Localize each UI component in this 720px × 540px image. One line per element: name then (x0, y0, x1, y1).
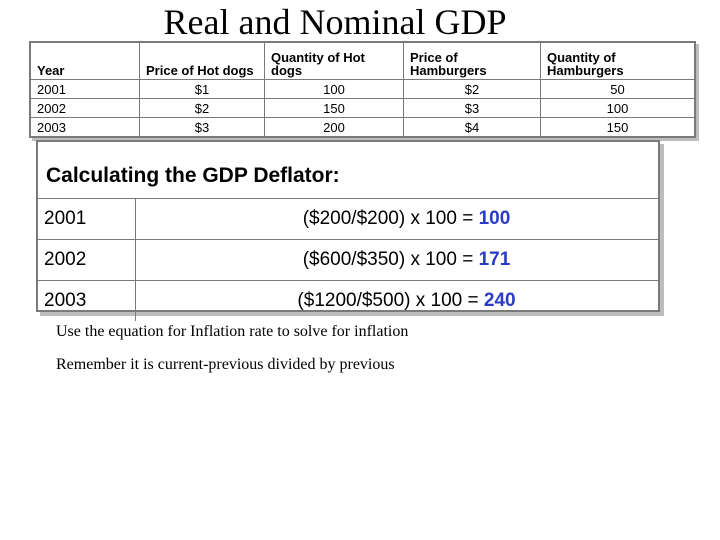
table-header-row: Year Price of Hot dogs Quantity of Hot d… (29, 41, 696, 80)
instruction-note: Remember it is current-previous divided … (56, 356, 395, 373)
deflator-year: 2002 (38, 239, 136, 281)
deflator-year: 2003 (38, 280, 136, 321)
deflator-equation-cell: ($600/$350) x 100 = 171 (135, 239, 658, 281)
column-header: Price of Hot dogs (139, 41, 265, 80)
table-cell: 150 (540, 117, 696, 138)
instruction-note: Use the equation for Inflation rate to s… (56, 323, 409, 340)
table-cell: $4 (403, 117, 541, 138)
table-cell: 2001 (29, 79, 140, 99)
deflator-equation: ($600/$350) x 100 = (302, 249, 474, 270)
column-header: Quantity of Hamburgers (540, 41, 696, 80)
gdp-deflator-box: Calculating the GDP Deflator: 2001 ($200… (36, 140, 660, 321)
table-cell: 100 (540, 98, 696, 118)
deflator-title: Calculating the GDP Deflator: (46, 164, 340, 187)
table-cell: 50 (540, 79, 696, 99)
table-cell: $1 (139, 79, 265, 99)
table-cell: 2003 (29, 117, 140, 138)
table-row: 2001 $1 100 $2 50 (29, 79, 696, 99)
deflator-result: 100 (478, 208, 511, 229)
deflator-equation-cell: ($1200/$500) x 100 = 240 (135, 280, 658, 321)
deflator-table: 2001 ($200/$200) x 100 = 100 2002 ($600/… (38, 198, 658, 321)
table-cell: $3 (139, 117, 265, 138)
deflator-row: 2002 ($600/$350) x 100 = 171 (38, 239, 658, 281)
table-row: 2003 $3 200 $4 150 (29, 117, 696, 138)
table-cell: 200 (264, 117, 404, 138)
table-cell: $2 (403, 79, 541, 99)
deflator-result: 240 (483, 290, 516, 311)
deflator-year: 2001 (38, 198, 136, 240)
gdp-data-table: Year Price of Hot dogs Quantity of Hot d… (29, 41, 696, 138)
table-cell: 150 (264, 98, 404, 118)
column-header: Year (29, 41, 140, 80)
table-cell: $3 (403, 98, 541, 118)
table-cell: $2 (139, 98, 265, 118)
table-cell: 2002 (29, 98, 140, 118)
deflator-equation-cell: ($200/$200) x 100 = 100 (135, 198, 658, 240)
table-row: 2002 $2 150 $3 100 (29, 98, 696, 118)
column-header: Price of Hamburgers (403, 41, 541, 80)
deflator-equation: ($200/$200) x 100 = (302, 208, 474, 229)
deflator-result: 171 (478, 249, 511, 270)
deflator-row: 2003 ($1200/$500) x 100 = 240 (38, 280, 658, 321)
column-header: Quantity of Hot dogs (264, 41, 404, 80)
table-cell: 100 (264, 79, 404, 99)
deflator-equation: ($1200/$500) x 100 = (297, 290, 479, 311)
slide-title: Real and Nominal GDP (163, 2, 507, 42)
deflator-row: 2001 ($200/$200) x 100 = 100 (38, 198, 658, 240)
